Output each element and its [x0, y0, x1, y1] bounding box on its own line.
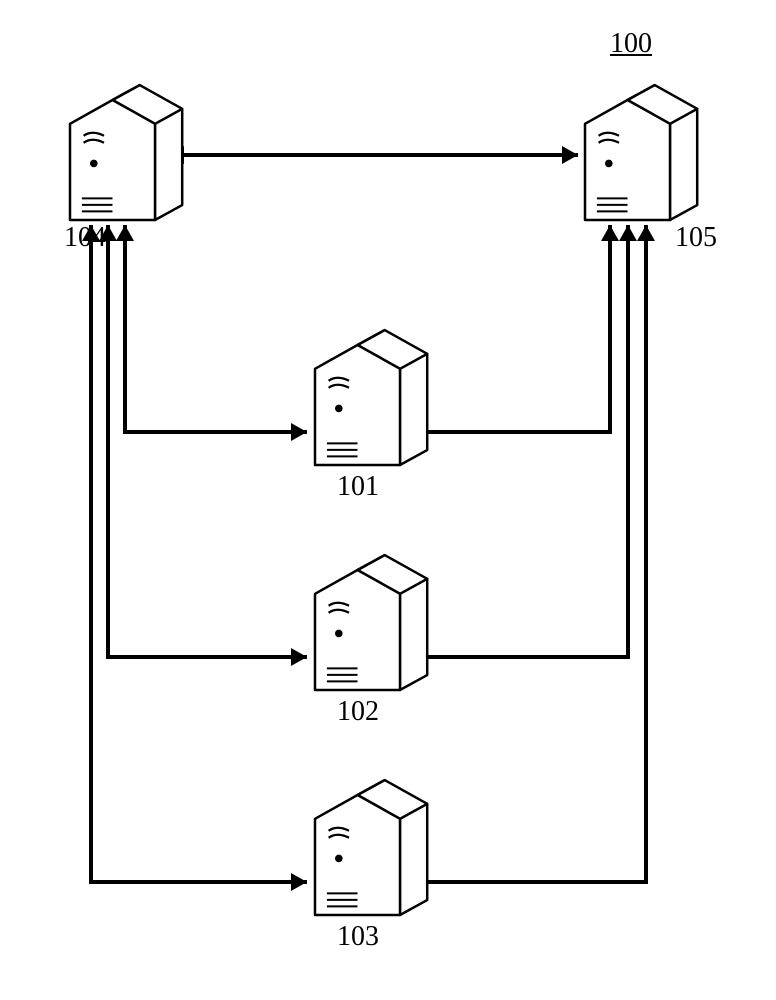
figure-number: 100	[610, 28, 652, 60]
server-105	[585, 85, 697, 220]
diagram-svg	[0, 0, 776, 1000]
connector	[409, 225, 628, 666]
server-label-103: 103	[337, 921, 379, 953]
server-label-105: 105	[675, 222, 717, 254]
connector	[99, 225, 117, 657]
connector	[601, 225, 619, 432]
connector	[108, 225, 307, 666]
server-101	[315, 330, 427, 465]
connector	[116, 225, 134, 432]
connector	[637, 225, 655, 882]
connector	[168, 146, 578, 164]
server-label-104: 104	[64, 222, 106, 254]
connector	[125, 225, 307, 441]
connector	[409, 225, 610, 441]
server-label-102: 102	[337, 696, 379, 728]
server-103	[315, 780, 427, 915]
connector	[619, 225, 637, 657]
connector	[82, 225, 100, 882]
server-102	[315, 555, 427, 690]
server-label-101: 101	[337, 471, 379, 503]
server-104	[70, 85, 182, 220]
diagram-canvas: 104 105 101 102 103 100	[0, 0, 776, 1000]
